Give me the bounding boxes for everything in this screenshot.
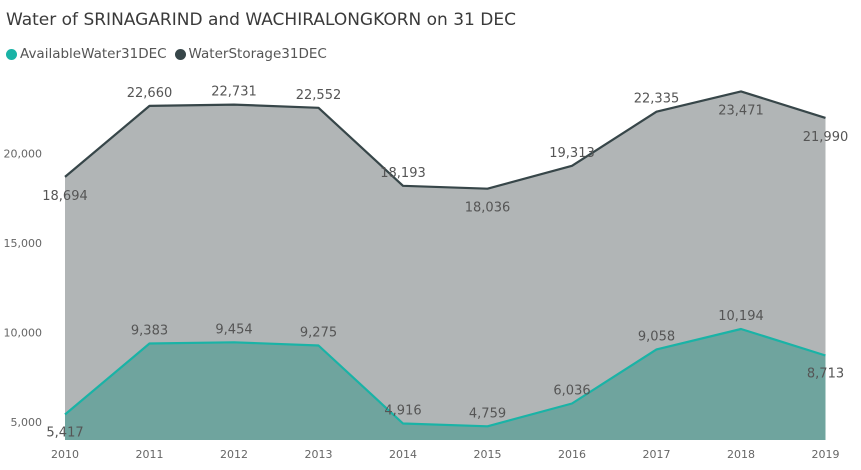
data-label-storage: 18,193 (380, 166, 426, 181)
legend-label-available: AvailableWater31DEC (20, 46, 167, 62)
data-label-storage: 22,731 (211, 85, 257, 100)
data-label-available: 4,759 (469, 406, 506, 421)
data-label-storage: 22,660 (127, 86, 173, 101)
line-water-storage (64, 90, 826, 190)
line-available-water (64, 327, 826, 428)
x-tick-label: 2013 (305, 448, 333, 461)
y-tick-label: 15,000 (4, 237, 43, 250)
x-tick-label: 2012 (220, 448, 248, 461)
x-tick-label: 2019 (812, 448, 840, 461)
data-label-available: 6,036 (553, 383, 590, 398)
x-tick-label: 2018 (727, 448, 755, 461)
data-label-available: 9,058 (638, 329, 675, 344)
legend: AvailableWater31DEC WaterStorage31DEC (6, 46, 335, 62)
data-label-available: 4,916 (384, 404, 421, 419)
x-tick-label: 2015 (474, 448, 502, 461)
data-label-storage: 21,990 (803, 130, 849, 145)
legend-label-storage: WaterStorage31DEC (188, 46, 327, 62)
y-tick-label: 5,000 (11, 416, 43, 429)
data-label-storage: 18,694 (42, 189, 88, 204)
chart-title: Water of SRINAGARIND and WACHIRALONGKORN… (6, 10, 516, 30)
x-tick-label: 2016 (558, 448, 586, 461)
legend-item-available[interactable]: AvailableWater31DEC (6, 46, 167, 62)
data-label-available: 9,275 (300, 325, 337, 340)
data-label-storage: 23,471 (718, 103, 764, 118)
legend-dot-available (6, 48, 17, 60)
data-label-available: 8,713 (807, 367, 844, 382)
data-label-available: 10,194 (718, 309, 764, 324)
data-label-available: 9,454 (215, 322, 252, 337)
data-label-storage: 22,552 (296, 88, 342, 103)
area-available-water (65, 329, 826, 440)
legend-item-storage[interactable]: WaterStorage31DEC (174, 46, 327, 62)
x-tick-label: 2011 (136, 448, 164, 461)
data-label-storage: 22,335 (634, 92, 680, 107)
y-tick-label: 10,000 (4, 327, 43, 340)
legend-dot-storage (174, 48, 186, 60)
y-tick-label: 20,000 (4, 148, 43, 161)
x-tick-label: 2017 (643, 448, 671, 461)
data-label-available: 5,417 (46, 426, 83, 441)
data-label-available: 9,383 (131, 324, 168, 339)
x-tick-label: 2014 (389, 448, 417, 461)
data-label-storage: 18,036 (465, 201, 511, 216)
x-tick-label: 2010 (51, 448, 79, 461)
data-label-storage: 19,313 (549, 146, 595, 161)
